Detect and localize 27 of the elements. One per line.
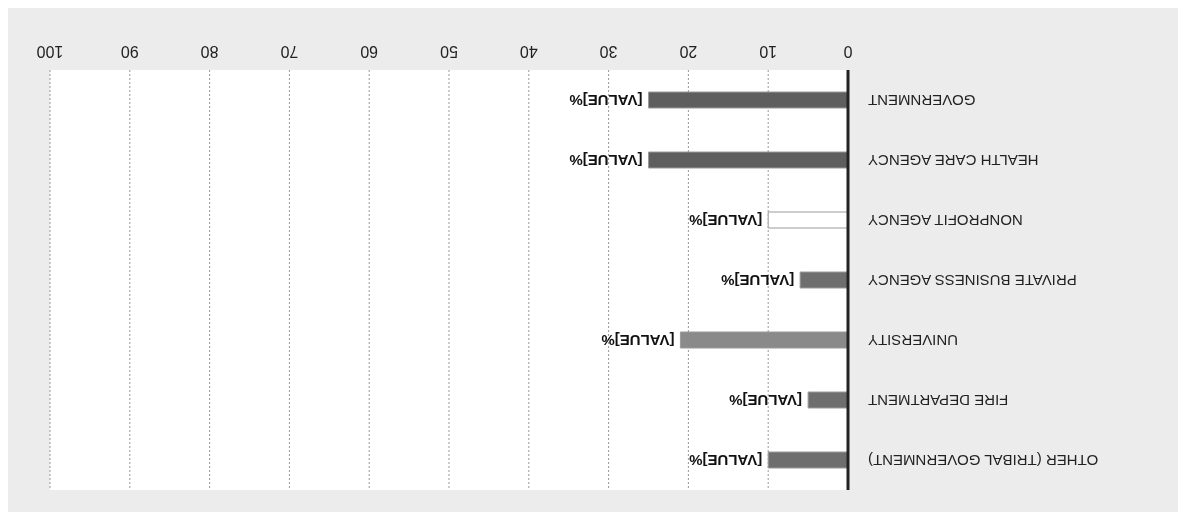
x-tick-label: 90 [120,43,139,60]
data-label: [VALUE]% [721,272,795,289]
bar [799,271,848,289]
y-tick-label: HEALTH CARE AGENCY [868,152,1039,169]
x-tick-label: 10 [759,43,778,60]
y-tick-label: GOVERNMENT [868,92,976,109]
x-tick-label: 20 [679,43,698,60]
x-tick-label: 40 [519,43,538,60]
x-tick-label: 80 [200,43,219,60]
x-tick-label: 30 [599,43,618,60]
x-tick-label: 60 [360,43,379,60]
data-label: [VALUE]% [601,332,675,349]
y-tick-label: UNIVERSITY [868,332,959,349]
data-label: [VALUE]% [569,92,643,109]
y-tick-label: FIRE DEPARTMENT [868,392,1009,409]
data-label: [VALUE]% [729,392,803,409]
y-tick-label: PRIVATE BUSINESS AGENCY [868,272,1077,289]
data-label: [VALUE]% [569,152,643,169]
data-label: [VALUE]% [689,212,763,229]
x-tick-label: 0 [843,43,853,60]
x-tick-label: 70 [280,43,299,60]
x-tick-label: 50 [440,43,458,60]
y-tick-label: OTHER (TRIBAL GOVERNMENT) [868,452,1099,469]
y-tick-label: NONPROFIT AGENCY [868,212,1023,229]
data-label: [VALUE]% [689,452,763,469]
x-tick-label: 100 [36,43,64,60]
bar [807,391,848,409]
